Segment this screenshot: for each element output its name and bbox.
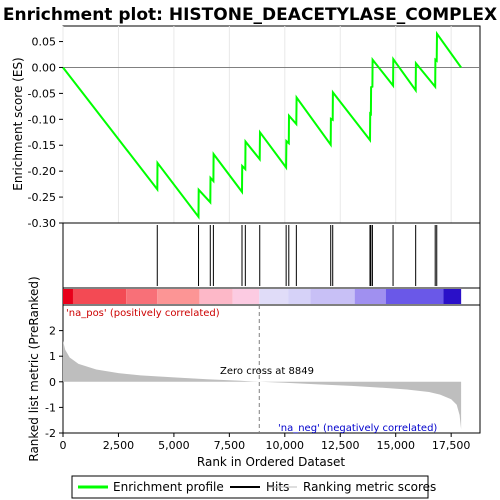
colorbar-segment [199,289,232,304]
es-y-tick-label: 0.00 [32,61,57,74]
es-panel: 0.05 0.00 -0.05 -0.10 -0.15 -0.20 -0.25 -0.30 E… [11,26,480,230]
legend-profile-label: Enrichment profile [113,480,224,494]
colorbar-segment [73,289,126,304]
colorbar-segment [233,289,260,304]
chart-title: Enrichment plot: HISTONE_DEACETYLASE_COM… [3,5,497,25]
hits-panel [63,223,480,288]
colorbar-segment [63,289,73,304]
es-y-tick-label: -0.25 [28,191,56,204]
metric-y-axis-label: Ranked list metric (PreRanked) [27,276,41,461]
negative-correlation-label: 'na_neg' (negatively correlated) [278,423,437,434]
colorbar-segment [310,289,354,304]
es-y-tick-label: 0.05 [32,36,57,49]
x-axis-label: Rank in Ordered Dataset [197,455,345,469]
x-axis: 0 2,500 5,000 7,500 10,000 12,500 15,000 17,500 [60,433,471,452]
ranking-colorbar [63,288,480,305]
x-tick-label: 12,500 [321,439,360,452]
metric-y-tick-label: 0 [49,376,56,389]
legend-metric-label: Ranking metric scores [303,480,436,494]
colorbar-segment [386,289,444,304]
legend: Enrichment profile Hits Ranking metric s… [72,476,436,498]
colorbar-segment [157,289,199,304]
es-y-tick-label: -0.20 [28,165,56,178]
x-tick-label: 10,000 [266,439,305,452]
colorbar-segment [259,289,288,304]
es-y-tick-label: -0.30 [28,217,56,230]
colorbar-segment [126,289,157,304]
es-y-tick-label: -0.10 [28,113,56,126]
metric-y-axis: 2 1 0 -1 -2 [45,325,63,440]
x-tick-label: 7,500 [214,439,246,452]
zero-cross-annotation: Zero cross at 8849 [220,366,314,377]
colorbar-segment [443,289,461,304]
es-y-axis: 0.05 0.00 -0.05 -0.10 -0.15 -0.20 -0.25 -0.30 [28,36,63,230]
metric-y-tick-label: -1 [45,401,56,414]
x-tick-label: 17,500 [432,439,471,452]
positive-correlation-label: 'na_pos' (positively correlated) [66,308,220,319]
x-tick-label: 5,000 [158,439,190,452]
x-tick-label: 15,000 [376,439,415,452]
metric-y-tick-label: -2 [45,427,56,440]
es-y-axis-label: Enrichment score (ES) [11,57,25,190]
x-tick-label: 2,500 [103,439,135,452]
hits-frame [63,223,480,288]
es-plot-frame [63,26,480,223]
es-y-tick-label: -0.05 [28,87,56,100]
es-y-tick-label: -0.15 [28,139,56,152]
x-tick-label: 0 [60,439,67,452]
metric-y-tick-label: 2 [49,325,56,338]
colorbar-segment [288,289,310,304]
colorbar-segment [355,289,386,304]
metric-y-tick-label: 1 [49,350,56,363]
